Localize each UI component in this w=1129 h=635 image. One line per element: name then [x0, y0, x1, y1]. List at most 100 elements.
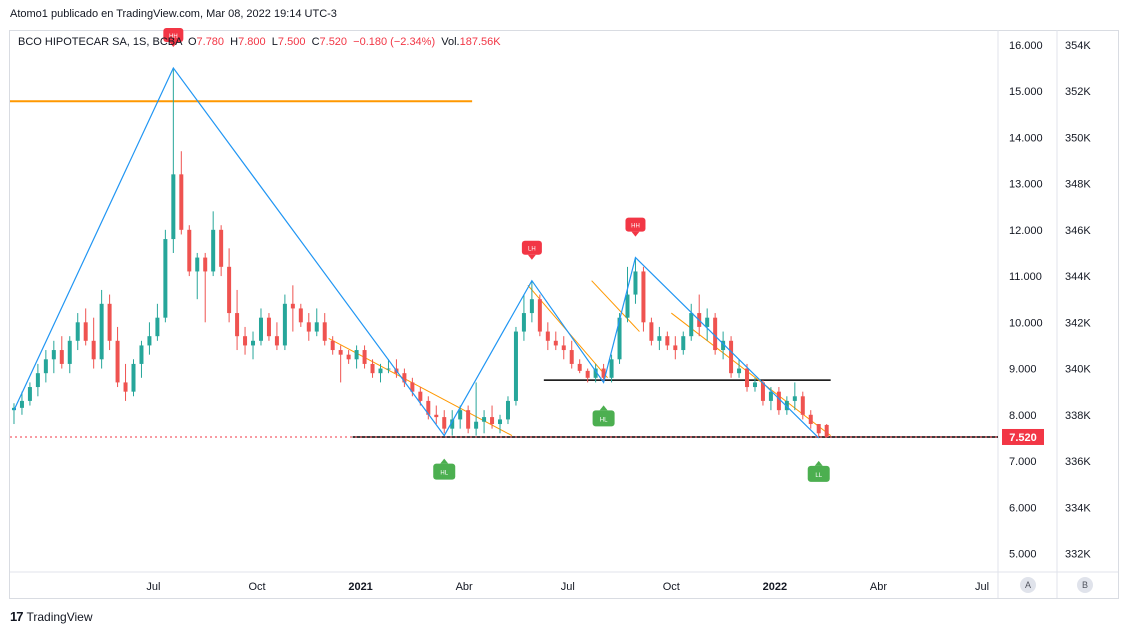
candle-body [657, 336, 662, 341]
time-tick-label: Jul [975, 581, 989, 593]
candle-body [67, 340, 72, 364]
candle-body [641, 271, 646, 323]
axis-b-button[interactable]: B [1077, 577, 1093, 593]
candle-body [290, 303, 295, 309]
candle-body [322, 322, 327, 341]
pivot-label-text: HL [600, 417, 608, 423]
candle-body [521, 313, 526, 332]
candle-body [490, 417, 495, 425]
pivot-label-box [807, 465, 830, 482]
candle-body [370, 363, 375, 374]
publish-text: Atomo1 publicado en TradingView.com, Mar… [10, 8, 337, 20]
pivot-label-pointer [169, 41, 178, 47]
price-tick-label: 10.000 [1009, 317, 1043, 329]
zigzag-line [13, 66, 820, 439]
candle-body [792, 396, 797, 401]
candle-body [633, 271, 638, 295]
candle-body [713, 317, 718, 351]
candle-body [816, 424, 821, 434]
secondary-tick-label: 336K [1065, 456, 1091, 468]
candle-body [282, 303, 287, 346]
pivot-label-text: HL [440, 471, 448, 477]
candle-body [705, 317, 710, 327]
open-label: O [187, 36, 197, 48]
close-value: 7.520 [319, 36, 348, 48]
chart-frame[interactable] [9, 30, 1119, 599]
candle-body [721, 340, 726, 351]
high-value: 7.800 [238, 36, 266, 48]
candle-body [426, 400, 431, 415]
candle-body [545, 331, 550, 341]
candle-body [35, 373, 40, 388]
candle-body [51, 350, 56, 360]
candle-body [617, 317, 622, 360]
candle-body [800, 396, 805, 415]
price-tick-label: 14.000 [1009, 132, 1043, 144]
candle-body [609, 359, 614, 378]
candle-body [362, 350, 367, 364]
volume-value: 187.56K [459, 36, 501, 48]
secondary-tick-label: 342K [1065, 317, 1091, 329]
pivot-label-pointer [440, 458, 449, 464]
candle-body [115, 340, 120, 383]
candle-body [251, 340, 256, 346]
candle-body [649, 322, 654, 341]
price-tick-label: 8.000 [1009, 410, 1037, 422]
candle-body [569, 350, 574, 364]
candle-body [458, 410, 463, 420]
secondary-tick-label: 338K [1065, 410, 1091, 422]
last-price-tag-text: 7.520 [1009, 432, 1037, 444]
time-tick-label: Abr [456, 581, 473, 593]
candle-body [131, 363, 136, 392]
candle-body [418, 391, 423, 401]
pivot-label-box [592, 410, 615, 427]
time-tick-label: Abr [870, 581, 887, 593]
price-tick-label: 12.000 [1009, 225, 1043, 237]
price-tick-label: 16.000 [1009, 40, 1043, 52]
auto-scale-button[interactable]: A [1020, 577, 1036, 593]
time-tick-label: 2022 [763, 581, 787, 593]
candle-body [338, 350, 343, 355]
pivot-label-pointer [599, 405, 608, 411]
candle-body [378, 368, 383, 374]
candle-body [665, 336, 670, 346]
pivot-label-box [521, 240, 542, 255]
candle-body [601, 368, 606, 378]
candle-body [163, 239, 168, 318]
candle-body [314, 322, 319, 332]
candle-body [99, 303, 104, 360]
candle-body [402, 373, 407, 383]
price-tick-label: 13.000 [1009, 179, 1043, 191]
tradingview-logo-icon: 17 [10, 609, 24, 624]
candle-body [27, 387, 32, 401]
price-tick-label: 6.000 [1009, 502, 1037, 514]
candle-body [784, 400, 789, 411]
pivot-label-pointer [631, 231, 640, 237]
price-tick-label: 9.000 [1009, 364, 1037, 376]
pivot-label-text: LH [528, 247, 536, 253]
time-tick-label: Oct [248, 581, 265, 593]
open-value: 7.780 [196, 36, 225, 48]
candle-body [824, 424, 829, 437]
candle-body [577, 363, 582, 371]
candle-body [752, 382, 757, 388]
candle-body [625, 294, 630, 318]
candle-body [59, 350, 64, 364]
pivot-label-pointer [527, 254, 536, 260]
candle-body [561, 345, 566, 351]
secondary-tick-label: 350K [1065, 132, 1091, 144]
candle-body [91, 340, 96, 360]
pivot-label-box [625, 217, 646, 232]
candle-body [258, 317, 263, 341]
candle-body [346, 354, 351, 360]
candle-body [681, 336, 686, 351]
candle-body [139, 345, 144, 364]
low-label: L [271, 36, 278, 48]
last-price-tag [1002, 428, 1044, 445]
candle-body [75, 322, 80, 341]
volume-label: Vol. [441, 36, 460, 48]
secondary-tick-label: 354K [1065, 40, 1091, 52]
candle-body [306, 322, 311, 332]
pivot-label-text: HH [169, 34, 178, 40]
